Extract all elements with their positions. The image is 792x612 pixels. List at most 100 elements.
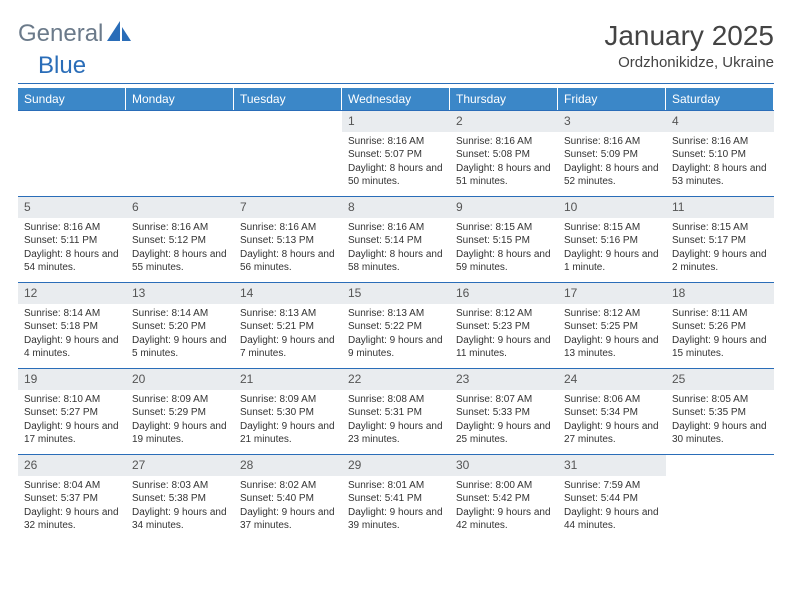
day-cell: 13Sunrise: 8:14 AMSunset: 5:20 PMDayligh… bbox=[126, 282, 234, 368]
day-number: 3 bbox=[564, 114, 571, 128]
sunrise-line: Sunrise: 8:06 AM bbox=[564, 393, 660, 407]
day-number: 2 bbox=[456, 114, 463, 128]
day-number: 18 bbox=[672, 286, 685, 300]
day-cell: 30Sunrise: 8:00 AMSunset: 5:42 PMDayligh… bbox=[450, 454, 558, 540]
sunrise-line: Sunrise: 8:11 AM bbox=[672, 307, 768, 321]
day-number-row: 16 bbox=[450, 283, 558, 304]
day-number: 31 bbox=[564, 458, 577, 472]
daylight-line: Daylight: 9 hours and 37 minutes. bbox=[240, 506, 336, 533]
daylight-line: Daylight: 8 hours and 59 minutes. bbox=[456, 248, 552, 275]
sunrise-line: Sunrise: 8:03 AM bbox=[132, 479, 228, 493]
day-number-row: 26 bbox=[18, 455, 126, 476]
daylight-line: Daylight: 8 hours and 56 minutes. bbox=[240, 248, 336, 275]
sunset-line: Sunset: 5:11 PM bbox=[24, 234, 120, 248]
sunrise-line: Sunrise: 8:04 AM bbox=[24, 479, 120, 493]
sunset-line: Sunset: 5:09 PM bbox=[564, 148, 660, 162]
daylight-line: Daylight: 9 hours and 39 minutes. bbox=[348, 506, 444, 533]
sunset-line: Sunset: 5:33 PM bbox=[456, 406, 552, 420]
day-cell: 27Sunrise: 8:03 AMSunset: 5:38 PMDayligh… bbox=[126, 454, 234, 540]
day-cell: 20Sunrise: 8:09 AMSunset: 5:29 PMDayligh… bbox=[126, 368, 234, 454]
day-number: 22 bbox=[348, 372, 361, 386]
empty-cell bbox=[18, 110, 126, 196]
sunset-line: Sunset: 5:12 PM bbox=[132, 234, 228, 248]
sunrise-line: Sunrise: 8:00 AM bbox=[456, 479, 552, 493]
sunrise-line: Sunrise: 8:12 AM bbox=[456, 307, 552, 321]
daylight-line: Daylight: 9 hours and 32 minutes. bbox=[24, 506, 120, 533]
sunset-line: Sunset: 5:10 PM bbox=[672, 148, 768, 162]
logo-text-blue-wrap: Blue bbox=[38, 52, 86, 80]
sunset-line: Sunset: 5:21 PM bbox=[240, 320, 336, 334]
daylight-line: Daylight: 8 hours and 54 minutes. bbox=[24, 248, 120, 275]
day-number: 21 bbox=[240, 372, 253, 386]
day-number: 30 bbox=[456, 458, 469, 472]
daylight-line: Daylight: 9 hours and 25 minutes. bbox=[456, 420, 552, 447]
sunrise-line: Sunrise: 8:16 AM bbox=[240, 221, 336, 235]
day-cell: 23Sunrise: 8:07 AMSunset: 5:33 PMDayligh… bbox=[450, 368, 558, 454]
day-number: 12 bbox=[24, 286, 37, 300]
daylight-line: Daylight: 9 hours and 13 minutes. bbox=[564, 334, 660, 361]
day-cell: 18Sunrise: 8:11 AMSunset: 5:26 PMDayligh… bbox=[666, 282, 774, 368]
sunrise-line: Sunrise: 8:13 AM bbox=[240, 307, 336, 321]
sunset-line: Sunset: 5:08 PM bbox=[456, 148, 552, 162]
day-cell: 31Sunrise: 7:59 AMSunset: 5:44 PMDayligh… bbox=[558, 454, 666, 540]
day-number-row: 18 bbox=[666, 283, 774, 304]
day-number: 15 bbox=[348, 286, 361, 300]
sunrise-line: Sunrise: 8:12 AM bbox=[564, 307, 660, 321]
logo-text-general: General bbox=[18, 20, 103, 48]
sunset-line: Sunset: 5:17 PM bbox=[672, 234, 768, 248]
day-number-row: 30 bbox=[450, 455, 558, 476]
day-cell: 25Sunrise: 8:05 AMSunset: 5:35 PMDayligh… bbox=[666, 368, 774, 454]
day-number-row: 3 bbox=[558, 111, 666, 132]
location-label: Ordzhonikidze, Ukraine bbox=[604, 54, 774, 71]
empty-cell bbox=[234, 110, 342, 196]
day-cell: 10Sunrise: 8:15 AMSunset: 5:16 PMDayligh… bbox=[558, 196, 666, 282]
weekday-header: Tuesday bbox=[234, 88, 342, 110]
calendar-grid: SundayMondayTuesdayWednesdayThursdayFrid… bbox=[18, 88, 774, 540]
day-number: 11 bbox=[672, 200, 684, 214]
day-number: 28 bbox=[240, 458, 253, 472]
sunset-line: Sunset: 5:16 PM bbox=[564, 234, 660, 248]
sunset-line: Sunset: 5:40 PM bbox=[240, 492, 336, 506]
sunrise-line: Sunrise: 7:59 AM bbox=[564, 479, 660, 493]
day-number-row: 4 bbox=[666, 111, 774, 132]
day-number-row: 5 bbox=[18, 197, 126, 218]
sunset-line: Sunset: 5:20 PM bbox=[132, 320, 228, 334]
day-cell: 4Sunrise: 8:16 AMSunset: 5:10 PMDaylight… bbox=[666, 110, 774, 196]
empty-cell bbox=[126, 110, 234, 196]
sunset-line: Sunset: 5:23 PM bbox=[456, 320, 552, 334]
weekday-header: Monday bbox=[126, 88, 234, 110]
day-cell: 21Sunrise: 8:09 AMSunset: 5:30 PMDayligh… bbox=[234, 368, 342, 454]
daylight-line: Daylight: 9 hours and 44 minutes. bbox=[564, 506, 660, 533]
sunrise-line: Sunrise: 8:14 AM bbox=[132, 307, 228, 321]
title-block: January 2025 Ordzhonikidze, Ukraine bbox=[604, 20, 774, 71]
day-number: 25 bbox=[672, 372, 685, 386]
weekday-header: Saturday bbox=[666, 88, 774, 110]
daylight-line: Daylight: 8 hours and 52 minutes. bbox=[564, 162, 660, 189]
daylight-line: Daylight: 9 hours and 42 minutes. bbox=[456, 506, 552, 533]
day-cell: 14Sunrise: 8:13 AMSunset: 5:21 PMDayligh… bbox=[234, 282, 342, 368]
sunrise-line: Sunrise: 8:15 AM bbox=[456, 221, 552, 235]
daylight-line: Daylight: 9 hours and 4 minutes. bbox=[24, 334, 120, 361]
month-title: January 2025 bbox=[604, 20, 774, 52]
day-number: 6 bbox=[132, 200, 139, 214]
day-number-row: 12 bbox=[18, 283, 126, 304]
day-number-row: 23 bbox=[450, 369, 558, 390]
day-number-row: 6 bbox=[126, 197, 234, 218]
daylight-line: Daylight: 9 hours and 27 minutes. bbox=[564, 420, 660, 447]
day-cell: 24Sunrise: 8:06 AMSunset: 5:34 PMDayligh… bbox=[558, 368, 666, 454]
day-number: 19 bbox=[24, 372, 37, 386]
sunset-line: Sunset: 5:27 PM bbox=[24, 406, 120, 420]
day-number: 14 bbox=[240, 286, 253, 300]
sunrise-line: Sunrise: 8:02 AM bbox=[240, 479, 336, 493]
day-cell: 2Sunrise: 8:16 AMSunset: 5:08 PMDaylight… bbox=[450, 110, 558, 196]
day-number: 8 bbox=[348, 200, 355, 214]
sunset-line: Sunset: 5:14 PM bbox=[348, 234, 444, 248]
day-cell: 11Sunrise: 8:15 AMSunset: 5:17 PMDayligh… bbox=[666, 196, 774, 282]
day-number-row: 28 bbox=[234, 455, 342, 476]
day-number: 9 bbox=[456, 200, 463, 214]
sunrise-line: Sunrise: 8:15 AM bbox=[564, 221, 660, 235]
day-number: 13 bbox=[132, 286, 145, 300]
sunset-line: Sunset: 5:37 PM bbox=[24, 492, 120, 506]
daylight-line: Daylight: 9 hours and 23 minutes. bbox=[348, 420, 444, 447]
daylight-line: Daylight: 9 hours and 9 minutes. bbox=[348, 334, 444, 361]
